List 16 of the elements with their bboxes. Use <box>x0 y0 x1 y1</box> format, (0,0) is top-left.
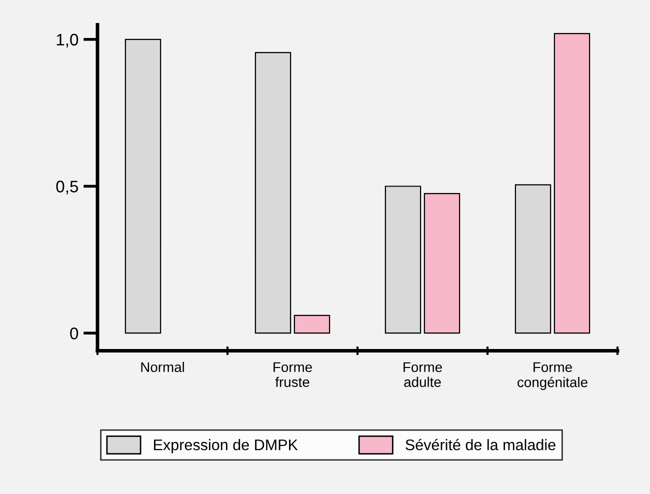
bar <box>294 314 330 334</box>
bar <box>124 38 162 334</box>
bar <box>554 32 590 334</box>
bar <box>254 52 292 334</box>
x-tick-label: Forme adulte <box>404 362 442 388</box>
y-tick-label: 0,5 <box>56 180 78 194</box>
y-tick-label: 1,0 <box>56 34 78 48</box>
legend-label: Expression de DMPK <box>154 439 298 454</box>
x-tick-label: Normal <box>141 362 184 372</box>
x-tick-label: Forme fruste <box>274 362 312 388</box>
bar <box>384 186 422 334</box>
bar <box>514 184 552 334</box>
bar <box>424 193 460 334</box>
legend-label: Sévérité de la maladie <box>406 438 556 450</box>
x-tick-label: Forme congénitale <box>518 362 588 390</box>
y-tick-label: 0 <box>70 328 78 340</box>
